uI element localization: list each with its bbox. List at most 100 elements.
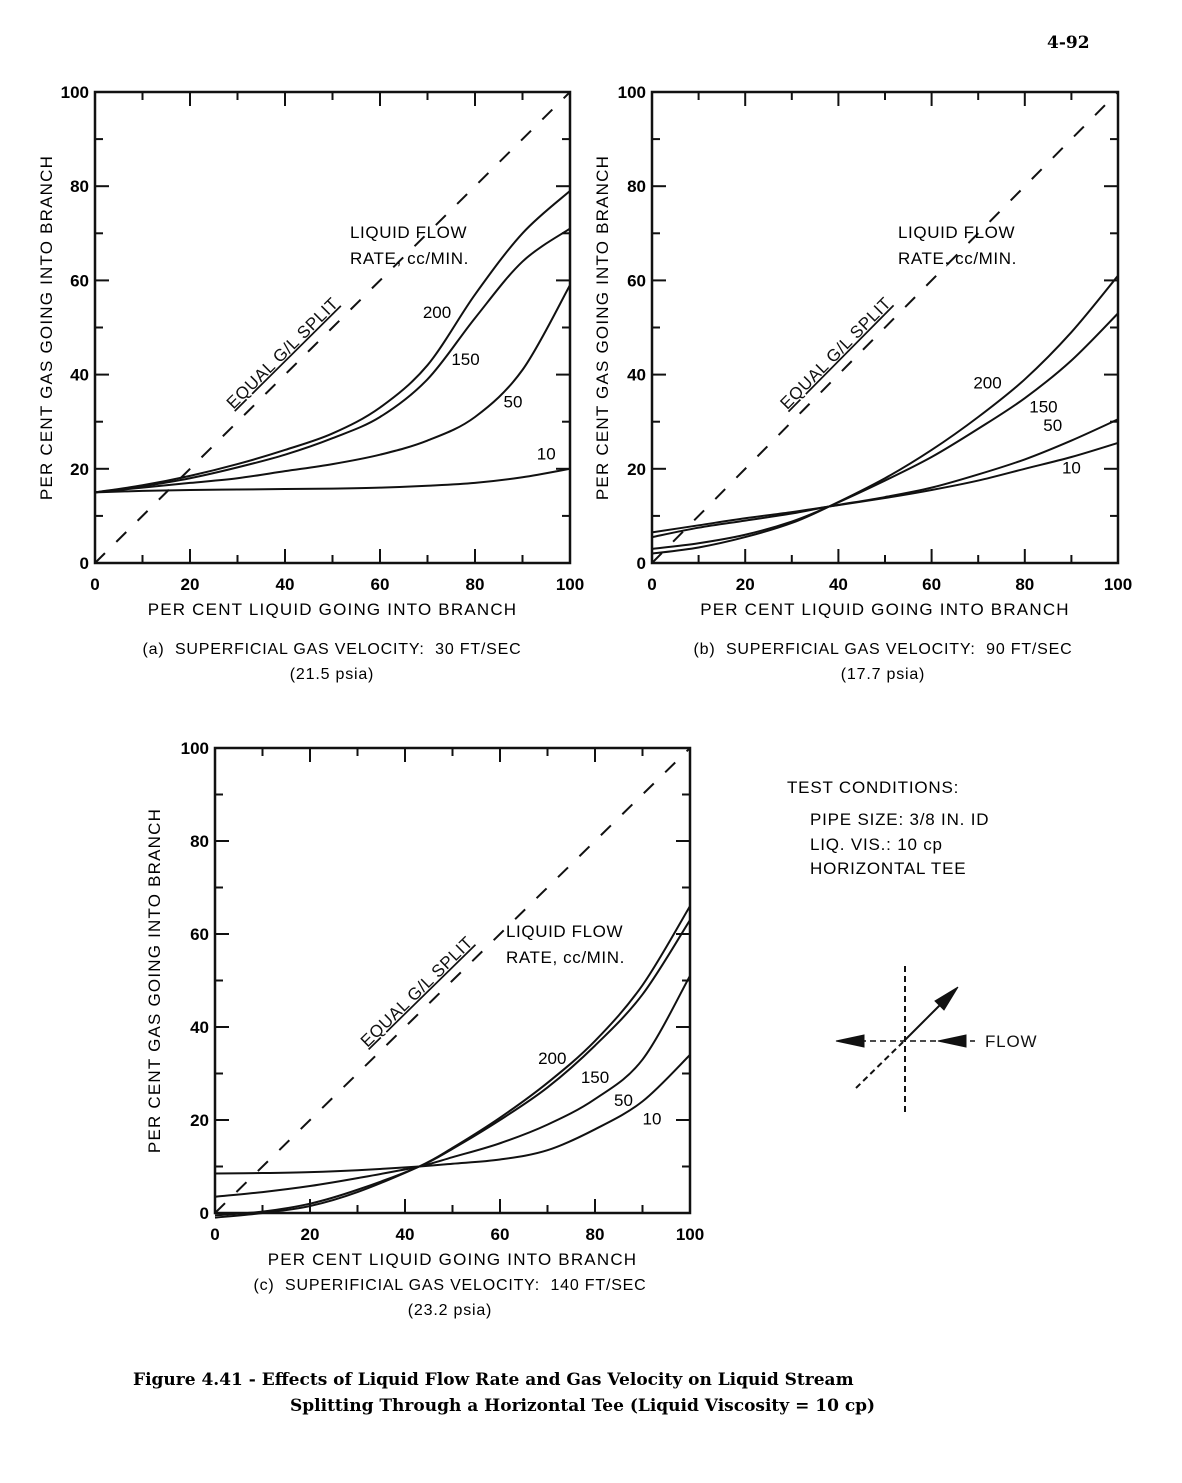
page-number: 4-92 (1047, 33, 1090, 53)
series-200-label: 200 (973, 374, 1001, 393)
x-axis-title: PER CENT LIQUID GOING INTO BRANCH (700, 600, 1070, 619)
equal-split-reference-line (651, 91, 1119, 564)
series-200-line (651, 275, 1119, 555)
liquid-flow-rate-annotation: LIQUID FLOW (506, 922, 623, 941)
flow-label: FLOW (985, 1032, 1037, 1051)
x-tick-label: 0 (90, 575, 99, 594)
chart-caption-pressure: (17.7 psia) (841, 666, 925, 683)
y-tick-label: 100 (618, 83, 646, 102)
y-tick-label: 80 (627, 177, 646, 196)
chart-b: 0 20 40 60 80 100 0 20 40 60 80 100 PER CENT LIQUID … (593, 83, 1132, 683)
y-tick-label: 60 (627, 271, 646, 290)
equal-split-label: EQUAL G/L SPLIT (776, 294, 895, 414)
y-tick-label: 0 (80, 554, 89, 573)
x-tick-label: 100 (556, 575, 584, 594)
series-50-label: 50 (614, 1091, 633, 1110)
figure-caption-line2: Splitting Through a Horizontal Tee (Liqu… (290, 1396, 875, 1416)
series-10-line (651, 441, 1119, 534)
chart-caption: (a) SUPERFICIAL GAS VELOCITY: 30 FT/SEC (143, 641, 522, 658)
series-10-label: 10 (643, 1110, 662, 1129)
figure-caption-line1: Figure 4.41 - Effects of Liquid Flow Rat… (133, 1370, 854, 1390)
y-tick-label: 40 (70, 366, 89, 385)
x-tick-label: 60 (491, 1225, 510, 1244)
chart-a: 0 20 40 60 80 100 0 20 40 60 80 100 PER CENT LIQUID … (37, 83, 584, 683)
y-axis-title: PER CENT GAS GOING INTO BRANCH (593, 155, 612, 500)
y-tick-label: 100 (61, 83, 89, 102)
x-axis-title: PER CENT LIQUID GOING INTO BRANCH (148, 600, 518, 619)
series-200-label: 200 (423, 303, 451, 322)
x-tick-label: 60 (371, 575, 390, 594)
chart-caption-pressure: (23.2 psia) (408, 1302, 492, 1319)
y-tick-label: 20 (190, 1111, 209, 1130)
x-tick-label: 20 (736, 575, 755, 594)
series-150-label: 150 (581, 1068, 609, 1087)
tee-diagonal-dashed-line (855, 1041, 904, 1089)
test-conditions: TEST CONDITIONS: PIPE SIZE: 3/8 IN. ID L… (787, 778, 989, 878)
x-tick-label: 40 (276, 575, 295, 594)
y-tick-label: 0 (200, 1204, 209, 1223)
series-50-line (214, 975, 691, 1198)
test-condition-pipe-size: PIPE SIZE: 3/8 IN. ID (810, 810, 989, 829)
y-tick-label: 80 (190, 832, 209, 851)
x-tick-label: 0 (210, 1225, 219, 1244)
y-tick-label: 20 (70, 460, 89, 479)
liquid-flow-rate-annotation: LIQUID FLOW (350, 223, 467, 242)
x-tick-label: 20 (301, 1225, 320, 1244)
liquid-flow-rate-annotation: LIQUID FLOW (898, 223, 1015, 242)
equal-split-label: EQUAL G/L SPLIT (357, 933, 477, 1051)
series-10-label: 10 (537, 444, 556, 463)
liquid-flow-rate-annotation: RATE, cc/MIN. (506, 948, 625, 967)
test-condition-tee-type: HORIZONTAL TEE (810, 859, 966, 878)
chart-c: 0 20 40 60 80 100 0 20 40 60 80 100 PER CENT LIQUID … (145, 739, 704, 1319)
series-50-line (94, 284, 571, 494)
chart-caption-pressure: (21.5 psia) (290, 666, 374, 683)
series-10-line (214, 1054, 691, 1175)
y-tick-label: 80 (70, 177, 89, 196)
y-tick-label: 60 (70, 271, 89, 290)
series-150-line (94, 227, 571, 494)
series-200-label: 200 (538, 1049, 566, 1068)
x-axis-title: PER CENT LIQUID GOING INTO BRANCH (268, 1250, 638, 1269)
x-tick-label: 80 (1015, 575, 1034, 594)
liquid-flow-rate-annotation: RATE, cc/MIN. (898, 249, 1017, 268)
chart-caption: (c) SUPERIFICIAL GAS VELOCITY: 140 FT/SE… (253, 1277, 646, 1294)
y-tick-label: 20 (627, 460, 646, 479)
equal-split-reference-line (94, 91, 571, 564)
tee-flow-diagram: FLOW (835, 966, 1037, 1112)
y-tick-label: 40 (190, 1018, 209, 1037)
chart-caption: (b) SUPERFICIAL GAS VELOCITY: 90 FT/SEC (694, 641, 1073, 658)
y-axis-title: PER CENT GAS GOING INTO BRANCH (145, 808, 164, 1153)
test-conditions-title: TEST CONDITIONS: (787, 778, 959, 797)
equal-split-label: EQUAL G/L SPLIT (223, 294, 343, 413)
y-tick-label: 0 (637, 554, 646, 573)
equal-split-reference-line (214, 747, 691, 1214)
outlet-arrow-icon (835, 1034, 865, 1048)
series-200-line (94, 190, 571, 494)
branch-arrow-icon (934, 986, 959, 1011)
inlet-arrow-icon (937, 1034, 967, 1048)
x-tick-label: 80 (586, 1225, 605, 1244)
series-150-label: 150 (451, 350, 479, 369)
series-150-label: 150 (1029, 397, 1057, 416)
liquid-flow-rate-annotation: RATE, cc/MIN. (350, 249, 469, 268)
x-tick-label: 20 (181, 575, 200, 594)
x-tick-label: 40 (829, 575, 848, 594)
series-50-label: 50 (1043, 416, 1062, 435)
test-condition-liquid-viscosity: LIQ. VIS.: 10 cp (810, 835, 943, 854)
series-10-label: 10 (1062, 459, 1081, 478)
y-tick-label: 40 (627, 366, 646, 385)
x-tick-label: 100 (676, 1225, 704, 1244)
series-10-line (94, 467, 571, 494)
y-axis-title: PER CENT GAS GOING INTO BRANCH (37, 155, 56, 500)
x-tick-label: 40 (396, 1225, 415, 1244)
y-tick-label: 100 (181, 739, 209, 758)
y-tick-label: 60 (190, 925, 209, 944)
x-tick-label: 80 (466, 575, 485, 594)
x-tick-label: 100 (1104, 575, 1132, 594)
series-50-label: 50 (504, 393, 523, 412)
series-150-line (651, 312, 1119, 550)
x-tick-label: 60 (922, 575, 941, 594)
series-150-line (214, 919, 691, 1217)
x-tick-label: 0 (647, 575, 656, 594)
